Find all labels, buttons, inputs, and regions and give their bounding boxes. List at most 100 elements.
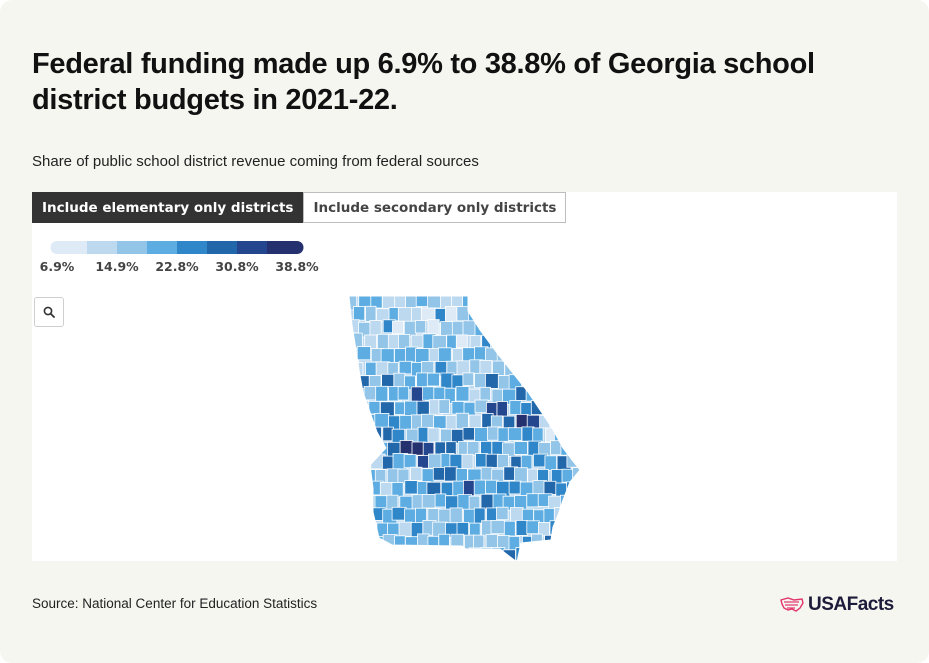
district-area[interactable] <box>356 454 370 469</box>
district-area[interactable] <box>509 507 524 523</box>
district-area[interactable] <box>351 466 367 483</box>
district-area[interactable] <box>573 495 588 512</box>
district-area[interactable] <box>397 307 413 323</box>
district-area[interactable] <box>455 468 468 482</box>
district-area[interactable] <box>364 440 378 457</box>
district-area[interactable] <box>347 453 360 469</box>
district-area[interactable] <box>584 361 597 376</box>
district-area[interactable] <box>554 427 570 443</box>
district-area[interactable] <box>595 389 609 404</box>
district-area[interactable] <box>497 375 511 391</box>
district-area[interactable] <box>353 547 366 561</box>
district-area[interactable] <box>469 522 481 537</box>
district-area[interactable] <box>542 347 556 362</box>
district-area[interactable] <box>485 294 498 310</box>
district-area[interactable] <box>480 466 493 481</box>
district-area[interactable] <box>462 347 476 362</box>
district-area[interactable] <box>346 428 359 443</box>
district-area[interactable] <box>433 386 446 401</box>
district-area[interactable] <box>549 413 563 428</box>
district-area[interactable] <box>533 295 548 309</box>
district-area[interactable] <box>509 400 522 416</box>
district-area[interactable] <box>427 535 440 550</box>
district-area[interactable] <box>374 469 387 483</box>
district-area[interactable] <box>538 305 553 320</box>
district-area[interactable] <box>490 333 503 349</box>
district-area[interactable] <box>566 426 580 443</box>
district-area[interactable] <box>531 346 545 361</box>
district-area[interactable] <box>462 320 477 336</box>
district-area[interactable] <box>362 522 377 537</box>
district-area[interactable] <box>421 360 435 375</box>
district-area[interactable] <box>531 533 543 548</box>
district-area[interactable] <box>584 388 597 401</box>
district-area[interactable] <box>560 333 573 348</box>
district-area[interactable] <box>462 479 476 497</box>
district-area[interactable] <box>455 334 468 349</box>
district-area[interactable] <box>521 426 535 442</box>
tab-secondary-only[interactable]: Include secondary only districts <box>303 192 567 223</box>
district-area[interactable] <box>450 533 465 550</box>
district-area[interactable] <box>544 374 560 389</box>
district-area[interactable] <box>451 320 465 336</box>
district-area[interactable] <box>346 509 358 525</box>
district-area[interactable] <box>356 346 372 361</box>
district-area[interactable] <box>586 443 597 456</box>
district-area[interactable] <box>479 386 491 401</box>
district-area[interactable] <box>532 427 544 443</box>
district-area[interactable] <box>579 347 593 361</box>
district-area[interactable] <box>449 507 463 524</box>
district-area[interactable] <box>466 441 480 456</box>
district-area[interactable] <box>468 414 482 429</box>
district-area[interactable] <box>397 386 410 401</box>
district-area[interactable] <box>577 507 591 522</box>
district-area[interactable] <box>574 442 585 459</box>
district-area[interactable] <box>497 295 512 310</box>
district-area[interactable] <box>347 535 361 551</box>
district-area[interactable] <box>503 332 515 347</box>
district-area[interactable] <box>427 427 440 443</box>
zoom-button[interactable] <box>34 297 64 327</box>
district-area[interactable] <box>515 519 528 536</box>
district-area[interactable] <box>560 388 575 402</box>
district-area[interactable] <box>491 308 504 324</box>
district-area[interactable] <box>584 523 597 537</box>
district-area[interactable] <box>391 506 407 521</box>
district-area[interactable] <box>369 536 385 552</box>
district-area[interactable] <box>538 359 551 374</box>
district-area[interactable] <box>411 549 424 561</box>
district-area[interactable] <box>434 548 450 561</box>
district-area[interactable] <box>586 309 597 322</box>
district-area[interactable] <box>591 375 605 390</box>
district-area[interactable] <box>589 294 602 308</box>
district-area[interactable] <box>365 305 377 322</box>
district-area[interactable] <box>490 547 506 561</box>
district-area[interactable] <box>364 547 376 561</box>
district-area[interactable] <box>352 306 366 321</box>
district-area[interactable] <box>368 560 382 562</box>
district-area[interactable] <box>426 372 440 387</box>
district-area[interactable] <box>508 295 522 310</box>
district-area[interactable] <box>379 481 394 497</box>
district-area[interactable] <box>526 549 539 562</box>
district-area[interactable] <box>359 509 372 525</box>
district-area[interactable] <box>579 534 591 549</box>
district-area[interactable] <box>595 360 608 373</box>
district-area[interactable] <box>565 402 580 418</box>
district-area[interactable] <box>438 533 450 548</box>
district-area[interactable] <box>484 373 500 389</box>
district-area[interactable] <box>560 547 575 561</box>
district-area[interactable] <box>399 414 413 431</box>
district-area[interactable] <box>479 306 495 323</box>
district-area[interactable] <box>556 400 569 415</box>
district-area[interactable] <box>434 493 447 508</box>
district-area[interactable] <box>597 548 610 561</box>
district-area[interactable] <box>387 334 400 350</box>
district-area[interactable] <box>585 548 596 561</box>
district-area[interactable] <box>346 295 358 311</box>
district-area[interactable] <box>444 387 456 404</box>
district-area[interactable] <box>592 428 606 443</box>
district-area[interactable] <box>515 333 530 349</box>
district-area[interactable] <box>573 308 587 324</box>
district-area[interactable] <box>526 333 543 350</box>
